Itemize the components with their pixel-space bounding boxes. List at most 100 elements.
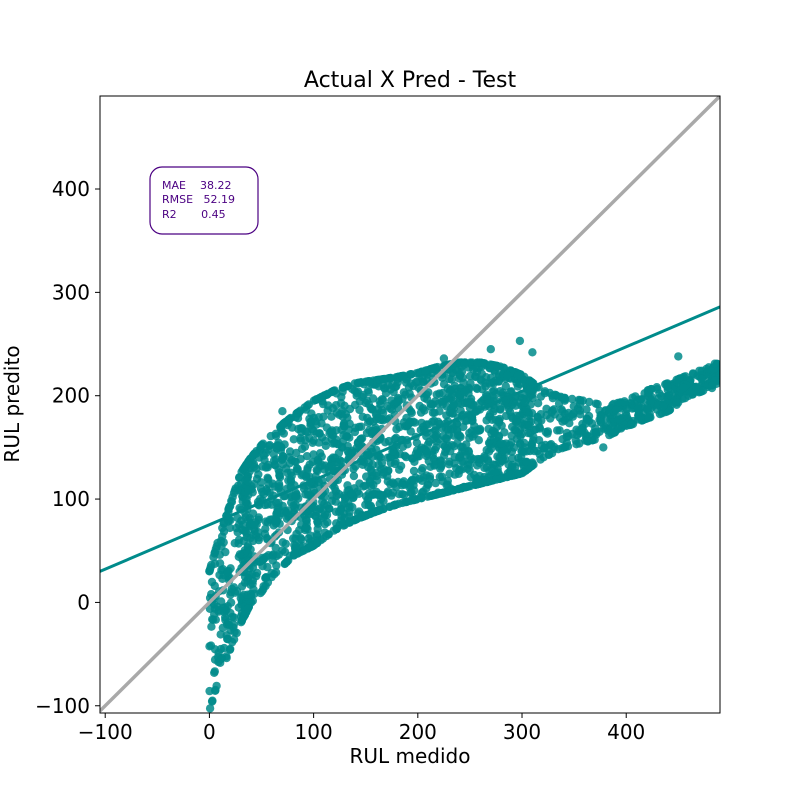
scatter-point <box>321 441 330 450</box>
scatter-point <box>327 496 337 505</box>
scatter-point <box>445 469 454 478</box>
scatter-point <box>569 409 578 418</box>
scatter-point <box>385 502 394 511</box>
metrics-box: MAE 38.22 RMSE 52.19 R2 0.45 <box>149 166 259 235</box>
scatter-point <box>379 374 388 384</box>
scatter-point <box>230 486 240 495</box>
metrics-r2: R2 0.45 <box>162 208 226 221</box>
scatter-point <box>347 489 356 498</box>
scatter-point <box>342 432 351 441</box>
scatter-point <box>345 419 354 428</box>
scatter-point <box>548 406 557 415</box>
scatter-point <box>284 415 294 424</box>
scatter-point <box>364 388 373 397</box>
scatter-point <box>425 492 434 501</box>
scatter-point <box>230 539 239 548</box>
scatter-point <box>471 372 480 381</box>
x-tick-label: 100 <box>295 720 333 744</box>
scatter-point <box>243 604 253 613</box>
scatter-point <box>494 376 503 386</box>
scatter-point <box>214 648 223 657</box>
scatter-point <box>302 452 312 461</box>
scatter-point <box>465 466 474 475</box>
identity-line <box>100 96 720 713</box>
scatter-point <box>307 409 316 418</box>
scatter-point <box>480 452 489 461</box>
scatter-point <box>672 398 681 407</box>
scatter-point <box>503 371 512 380</box>
scatter-point <box>622 405 631 414</box>
x-tick-label: 300 <box>503 720 541 744</box>
regression-line <box>100 305 720 573</box>
scatter-point <box>398 498 407 508</box>
scatter-point <box>698 386 708 395</box>
scatter-point <box>599 443 608 452</box>
scatter-point <box>362 472 371 481</box>
scatter-point <box>274 498 283 508</box>
scatter-point <box>271 543 280 553</box>
scatter-point <box>567 394 577 404</box>
scatter-point <box>245 570 254 580</box>
metrics-mae: MAE 38.22 <box>162 179 231 192</box>
scatter-point <box>383 472 392 481</box>
scatter-point <box>443 384 452 393</box>
scatter-point <box>426 402 436 411</box>
scatter-point <box>672 375 681 384</box>
scatter-point <box>367 430 377 439</box>
scatter-point <box>312 465 321 474</box>
scatter-point <box>275 473 285 482</box>
scatter-point <box>222 652 231 661</box>
scatter-point <box>259 451 268 460</box>
scatter-point <box>435 389 444 398</box>
scatter-point <box>375 490 384 499</box>
scatter-point <box>268 556 277 565</box>
scatter-point <box>424 456 433 466</box>
scatter-point <box>491 468 501 478</box>
scatter-point <box>384 380 393 390</box>
scatter-point <box>230 627 239 637</box>
scatter-point <box>350 386 359 395</box>
scatter-point <box>688 369 698 378</box>
scatter-point <box>528 348 537 357</box>
scatter-point <box>219 603 228 612</box>
scatter-point <box>582 414 592 424</box>
scatter-point <box>508 454 517 463</box>
scatter-point <box>513 418 522 428</box>
scatter-point <box>494 431 503 440</box>
y-tick-label: −100 <box>35 694 90 718</box>
scatter-point <box>439 354 449 363</box>
scatter-point <box>278 407 287 416</box>
scatter-point <box>292 492 301 501</box>
x-axis-label: RUL medido <box>349 744 470 768</box>
scatter-point <box>421 366 430 375</box>
scatter-point <box>550 390 560 399</box>
scatter-point <box>526 428 535 438</box>
scatter-point <box>407 488 416 497</box>
scatter-point <box>311 511 320 521</box>
scatter-point <box>372 476 382 485</box>
scatter-point <box>301 525 310 535</box>
scatter-point <box>353 509 363 518</box>
scatter-point <box>643 404 652 413</box>
scatter-point <box>435 407 444 416</box>
scatter-point <box>212 681 221 691</box>
scatter-point <box>466 473 475 482</box>
scatter-point <box>615 415 624 424</box>
scatter-point <box>292 448 301 458</box>
scatter-point <box>349 464 358 474</box>
scatter-point <box>520 398 530 407</box>
scatter-point <box>591 399 601 408</box>
scatter-point <box>250 520 259 529</box>
x-tick-label: −100 <box>78 720 133 744</box>
scatter-point <box>345 518 354 527</box>
scatter-point <box>244 486 253 495</box>
scatter-point <box>423 440 433 449</box>
scatter-point <box>210 559 220 568</box>
scatter-point <box>229 635 239 644</box>
scatter-point <box>331 487 341 496</box>
scatter-point <box>541 427 550 437</box>
scatter-point <box>323 406 332 415</box>
scatter-point <box>290 549 299 558</box>
scatter-point <box>562 428 572 438</box>
scatter-point <box>240 526 249 535</box>
